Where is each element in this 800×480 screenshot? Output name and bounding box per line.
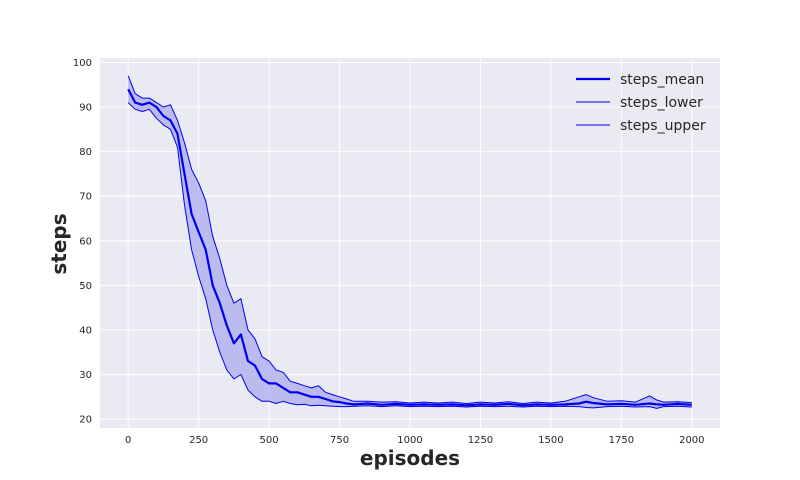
legend-label: steps_lower xyxy=(620,95,703,111)
series-line-steps-lower xyxy=(127,102,692,409)
grid-lines xyxy=(100,58,720,428)
x-tick-label: 500 xyxy=(260,435,279,446)
x-tick-label: 1500 xyxy=(538,435,563,446)
x-tick-label: 0 xyxy=(125,435,131,446)
x-tick-label: 750 xyxy=(330,435,349,446)
x-tick-label: 1750 xyxy=(609,435,634,446)
x-tick-label: 1000 xyxy=(397,435,422,446)
y-axis-title: steps xyxy=(47,213,71,274)
y-tick-label: 70 xyxy=(79,192,92,203)
legend: steps_mean steps_lower steps_upper xyxy=(576,72,706,134)
y-tick-label: 80 xyxy=(79,147,92,158)
y-tick-label: 90 xyxy=(79,103,92,114)
series-line-steps-upper xyxy=(127,75,692,404)
y-tick-label: 20 xyxy=(79,415,92,426)
y-tick-label: 30 xyxy=(79,370,92,381)
y-tick-label: 60 xyxy=(79,236,92,247)
x-tick-label: 1250 xyxy=(468,435,493,446)
series-lines xyxy=(127,75,692,409)
x-tick-label: 250 xyxy=(189,435,208,446)
y-tick-label: 100 xyxy=(73,58,92,69)
series-line-steps-mean xyxy=(127,88,692,407)
legend-label: steps_upper xyxy=(620,118,706,134)
x-axis-title: episodes xyxy=(360,446,460,470)
x-tick-labels: 0 250 500 750 1000 1250 1500 1750 2000 xyxy=(125,435,705,446)
legend-label: steps_mean xyxy=(620,72,704,88)
y-tick-label: 50 xyxy=(79,281,92,292)
y-tick-label: 40 xyxy=(79,325,92,336)
y-tick-labels: 20 30 40 50 60 70 80 90 100 xyxy=(73,58,92,426)
x-tick-label: 2000 xyxy=(679,435,704,446)
